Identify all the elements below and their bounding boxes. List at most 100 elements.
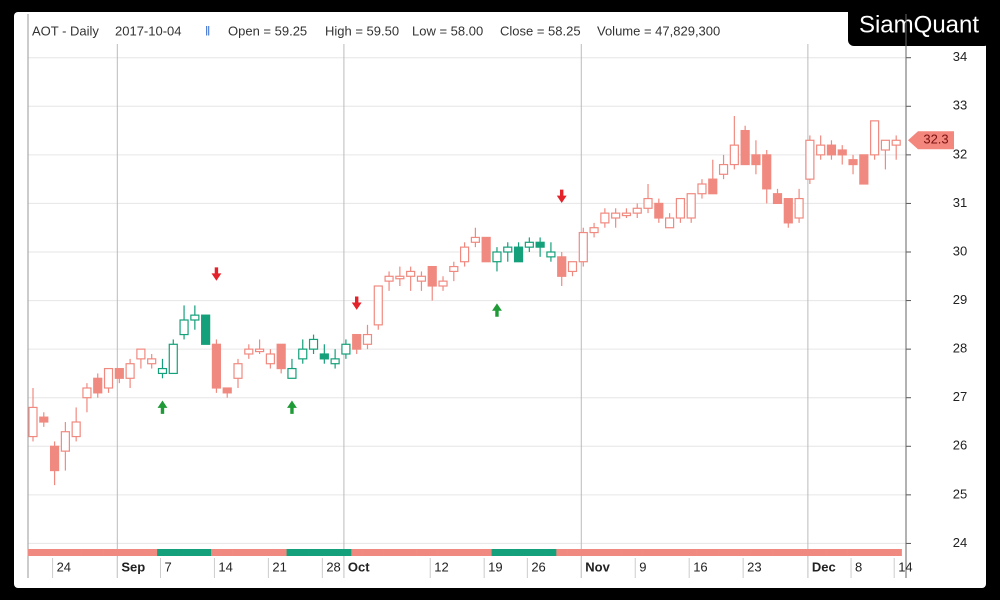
candle-body [49, 445, 60, 472]
trend-strip [232, 549, 244, 556]
candle-body [319, 353, 329, 360]
candle-body [600, 212, 610, 224]
trend-strip [523, 549, 536, 556]
trend-strip [329, 549, 341, 556]
trend-strip [480, 549, 492, 556]
candle-body [826, 144, 837, 156]
trend-strip [858, 549, 870, 556]
x-tick-label: Oct [348, 559, 370, 574]
candle-body [384, 275, 394, 282]
candle-body [675, 197, 686, 219]
candle-body [708, 178, 718, 195]
x-tick-label: 8 [855, 559, 862, 574]
trend-strip [81, 549, 93, 556]
candle-body [362, 333, 373, 345]
candle-body [535, 241, 545, 248]
candle-body [665, 217, 675, 229]
trend-strip [200, 549, 212, 556]
candle-body [179, 319, 189, 336]
candle-body [643, 197, 653, 209]
trend-strip [664, 549, 676, 556]
candle-body [265, 353, 275, 365]
trend-strip [416, 549, 428, 556]
trend-strip [362, 549, 374, 556]
y-tick-label: 27 [953, 389, 967, 404]
y-tick-label: 32 [953, 146, 967, 161]
readout: Open = 59.25 [228, 23, 307, 38]
candle-body [567, 261, 578, 273]
trend-strip [491, 549, 503, 556]
trend-strip [178, 549, 190, 556]
candle-body [621, 212, 632, 217]
y-tick-label: 29 [953, 292, 967, 307]
trend-strip [599, 549, 611, 556]
candle-body [859, 154, 869, 185]
trend-strip [610, 549, 622, 556]
candle-body [168, 343, 178, 375]
candle-body [341, 343, 351, 355]
x-tick-label: Sep [121, 559, 145, 574]
candle-body [287, 367, 297, 379]
x-tick-label: 12 [434, 559, 448, 574]
trend-strip [211, 549, 223, 556]
readout: Close = 58.25 [500, 23, 581, 38]
trend-strip [340, 549, 352, 556]
buy-arrow [157, 400, 168, 414]
sell-arrow [351, 296, 362, 310]
candle-body [201, 314, 211, 345]
trend-strip [513, 549, 525, 556]
candle-body [697, 183, 707, 195]
trend-strip [405, 549, 417, 556]
x-tick-label: 24 [57, 559, 71, 574]
candle-body [211, 343, 222, 389]
sell-arrow [556, 189, 567, 204]
trend-strip [718, 549, 730, 556]
candle-body [880, 139, 891, 151]
candle-body [729, 144, 739, 166]
trend-strip [318, 549, 331, 556]
trend-strip [459, 549, 471, 556]
candle-body [114, 367, 124, 379]
trend-strip [567, 549, 579, 556]
candle-body [589, 227, 599, 234]
candle-body [772, 193, 783, 205]
trend-strip [642, 549, 654, 556]
trend-strip [157, 549, 169, 556]
candle-body [740, 129, 750, 166]
trend-strip [437, 549, 449, 556]
candle-body [71, 421, 81, 438]
readout: Volume = 47,829,300 [597, 23, 720, 38]
trend-strip [545, 549, 557, 556]
candle-body [632, 207, 642, 214]
candle-body [686, 193, 696, 219]
trend-strip [728, 549, 741, 556]
trend-strip [426, 549, 438, 556]
panel [14, 12, 986, 588]
trend-strip [836, 549, 848, 556]
candle-body [891, 139, 901, 146]
y-tick-label: 31 [953, 195, 967, 210]
readout: Low = 58.00 [412, 23, 483, 38]
candle-body [546, 251, 556, 258]
trend-strip [556, 549, 568, 556]
candle-body [557, 256, 567, 277]
trend-strip [135, 549, 147, 556]
candle-body [82, 387, 92, 399]
x-tick-label: 21 [272, 559, 286, 574]
candle-body [751, 154, 761, 166]
candle-body [416, 275, 427, 282]
readout: High = 59.50 [325, 23, 399, 38]
trend-strip [264, 549, 277, 556]
candle-body [157, 367, 168, 375]
trend-strip [588, 549, 600, 556]
x-tick-label: 14 [898, 559, 912, 574]
candle-body [28, 406, 38, 438]
x-tick-label: 7 [164, 559, 171, 574]
logo: SiamQuant [859, 11, 979, 38]
candle-body [492, 251, 502, 263]
trend-strip [243, 549, 255, 556]
trend-strip [49, 549, 61, 556]
candle-body [449, 265, 459, 273]
trend-strip [27, 549, 39, 556]
trend-strip [113, 549, 126, 556]
